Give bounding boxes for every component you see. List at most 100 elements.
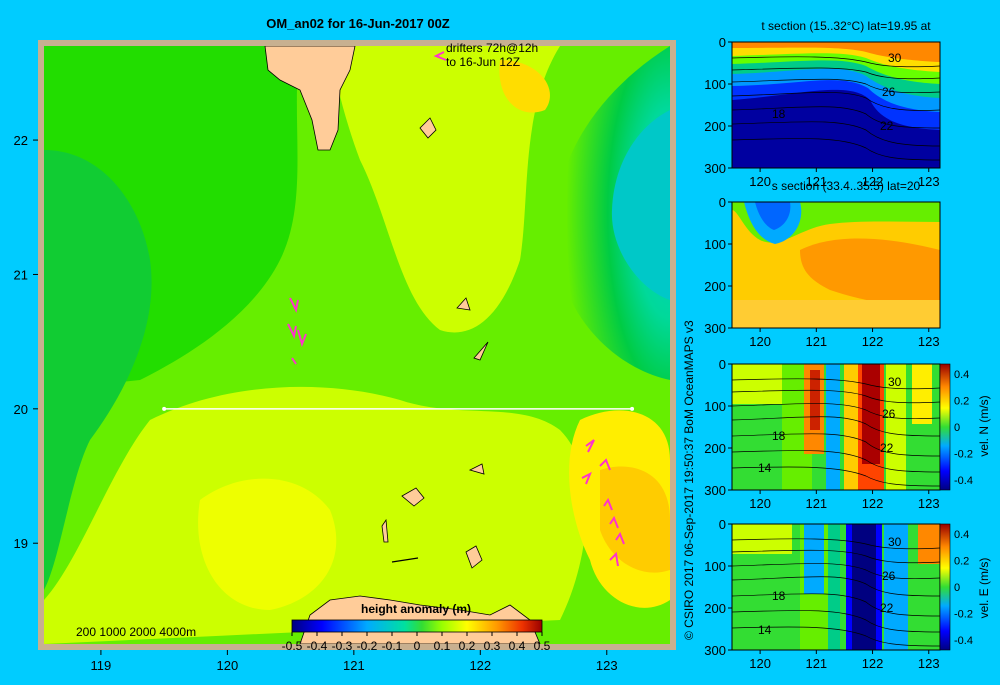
map-title: OM_an02 for 16-Jun-2017 00Z xyxy=(266,16,450,31)
section-y-tick-label: 300 xyxy=(704,321,726,336)
section-x-tick-label: 123 xyxy=(918,656,940,671)
contour xyxy=(732,563,940,580)
drifter-mark xyxy=(291,357,297,365)
section-title-temperature: t section (15..32°C) lat=19.95 at xyxy=(761,19,931,33)
contour xyxy=(732,466,940,487)
section-title-salinity: s section (33.4..35.5) lat=20 xyxy=(772,179,921,193)
land-north xyxy=(264,46,356,151)
section-frame xyxy=(731,41,941,169)
velocity-colorbar-tick-label: 0.4 xyxy=(954,369,969,381)
y-tick-label: 19 xyxy=(14,536,28,551)
drifter-mark xyxy=(609,515,619,529)
velocity-colorbar-tick-label: -0.4 xyxy=(954,635,973,647)
contour xyxy=(732,121,940,147)
veln-band xyxy=(732,364,782,404)
field-northcore xyxy=(499,60,550,113)
land-island-3 xyxy=(473,341,489,361)
land-island-7 xyxy=(465,545,483,569)
sal-high xyxy=(800,238,940,305)
section-x-tick-label: 122 xyxy=(862,334,884,349)
veln-band xyxy=(844,364,858,490)
land-island-1 xyxy=(419,117,437,139)
vele-band xyxy=(852,524,876,650)
contour xyxy=(732,416,940,437)
section-y-tick-label: 200 xyxy=(704,601,726,616)
section-y-tick-label: 0 xyxy=(719,35,726,50)
contour xyxy=(732,593,940,617)
map-x-ticks: 119 120 121 122 123 xyxy=(91,650,618,673)
contour-label: 22 xyxy=(880,441,894,455)
contour xyxy=(732,389,940,404)
vele-band xyxy=(828,524,840,650)
contour-label: 22 xyxy=(880,601,894,615)
drifter-mark xyxy=(609,551,619,567)
vel-e-field: 30 26 22 18 14 xyxy=(732,524,940,650)
velocity-colorbar-tick-label: -0.2 xyxy=(954,609,973,621)
drifter-mark xyxy=(603,497,613,511)
veln-band xyxy=(912,364,932,424)
x-tick-label: 123 xyxy=(596,658,618,673)
section-y-tick-label: 200 xyxy=(704,441,726,456)
velocity-colorbar-tick-label: 0.4 xyxy=(954,529,969,541)
land-island-8 xyxy=(391,557,419,563)
vel-n-label: vel. N (m/s) xyxy=(977,395,991,456)
velocity-colorbar-tick-label: 0 xyxy=(954,422,960,434)
section-x-tick-label: 120 xyxy=(749,656,771,671)
contour xyxy=(732,138,940,161)
contour xyxy=(732,433,940,457)
colorbar-tick-label: 0.2 xyxy=(459,639,476,653)
height-anomaly-field xyxy=(44,46,670,644)
vele-band xyxy=(804,524,824,594)
veln-band xyxy=(810,370,820,430)
section-x-tick-label: 122 xyxy=(862,174,884,189)
vel-n-field: 30 26 22 18 14 xyxy=(732,364,940,490)
land-island-2 xyxy=(456,297,471,311)
field-ne-core xyxy=(611,110,670,300)
veln-band xyxy=(826,364,840,490)
land-island-5 xyxy=(401,487,425,507)
contour xyxy=(732,576,940,597)
salinity-field xyxy=(732,202,940,328)
section-x-tick-label: 121 xyxy=(805,174,827,189)
contour-label: 14 xyxy=(758,623,772,637)
field-east-orange xyxy=(600,466,670,573)
map-panel: drifters 72h@12h to 16-Jun 12Z 200 1000 … xyxy=(14,40,676,673)
vel-e-colorbar-ticks: 0.4 0.2 0 -0.2 -0.4 xyxy=(954,529,973,647)
section-y-tick-label: 100 xyxy=(704,237,726,252)
y-tick-label: 20 xyxy=(14,402,28,417)
contour-label: 18 xyxy=(772,429,786,443)
x-tick-label: 121 xyxy=(343,658,365,673)
colorbar-strip xyxy=(291,619,543,633)
contour xyxy=(732,549,940,564)
section-x-tick-label: 121 xyxy=(805,334,827,349)
colorbar-ticks: -0.5 -0.4 -0.3 -0.2 -0.1 0 0.1 0.2 0.3 0.4 0.5 xyxy=(282,632,551,653)
field-west-deep xyxy=(44,150,152,590)
section-line-end xyxy=(630,406,635,411)
land-island-6 xyxy=(381,518,389,543)
section-x-tick-label: 122 xyxy=(862,496,884,511)
velocity-colorbar-tick-label: -0.4 xyxy=(954,475,973,487)
section-ticks-temperature: 120 121 122 123 0 100 200 300 xyxy=(704,35,939,189)
contour xyxy=(732,67,940,80)
contour-label: 18 xyxy=(772,589,786,603)
vele-contours xyxy=(732,538,940,647)
contour-label: 18 xyxy=(772,107,786,121)
veln-contours xyxy=(732,378,940,487)
drifter-mark xyxy=(581,471,592,485)
colorbar-tick-label: 0.5 xyxy=(534,639,551,653)
section-y-tick-label: 0 xyxy=(719,517,726,532)
velocity-colorbar-tick-label: -0.2 xyxy=(954,449,973,461)
colorbar-tick-label: -0.3 xyxy=(332,639,353,653)
vele-band xyxy=(918,524,940,564)
contour xyxy=(732,106,940,129)
velocity-colorbar-tick-label: 0.2 xyxy=(954,396,969,408)
vel-e-colorbar xyxy=(939,523,951,651)
temp-contours xyxy=(732,56,940,161)
land-island-4 xyxy=(468,463,485,475)
section-x-tick-label: 123 xyxy=(918,496,940,511)
vel-e-label: vel. E (m/s) xyxy=(977,558,991,619)
section-x-tick-label: 121 xyxy=(805,496,827,511)
